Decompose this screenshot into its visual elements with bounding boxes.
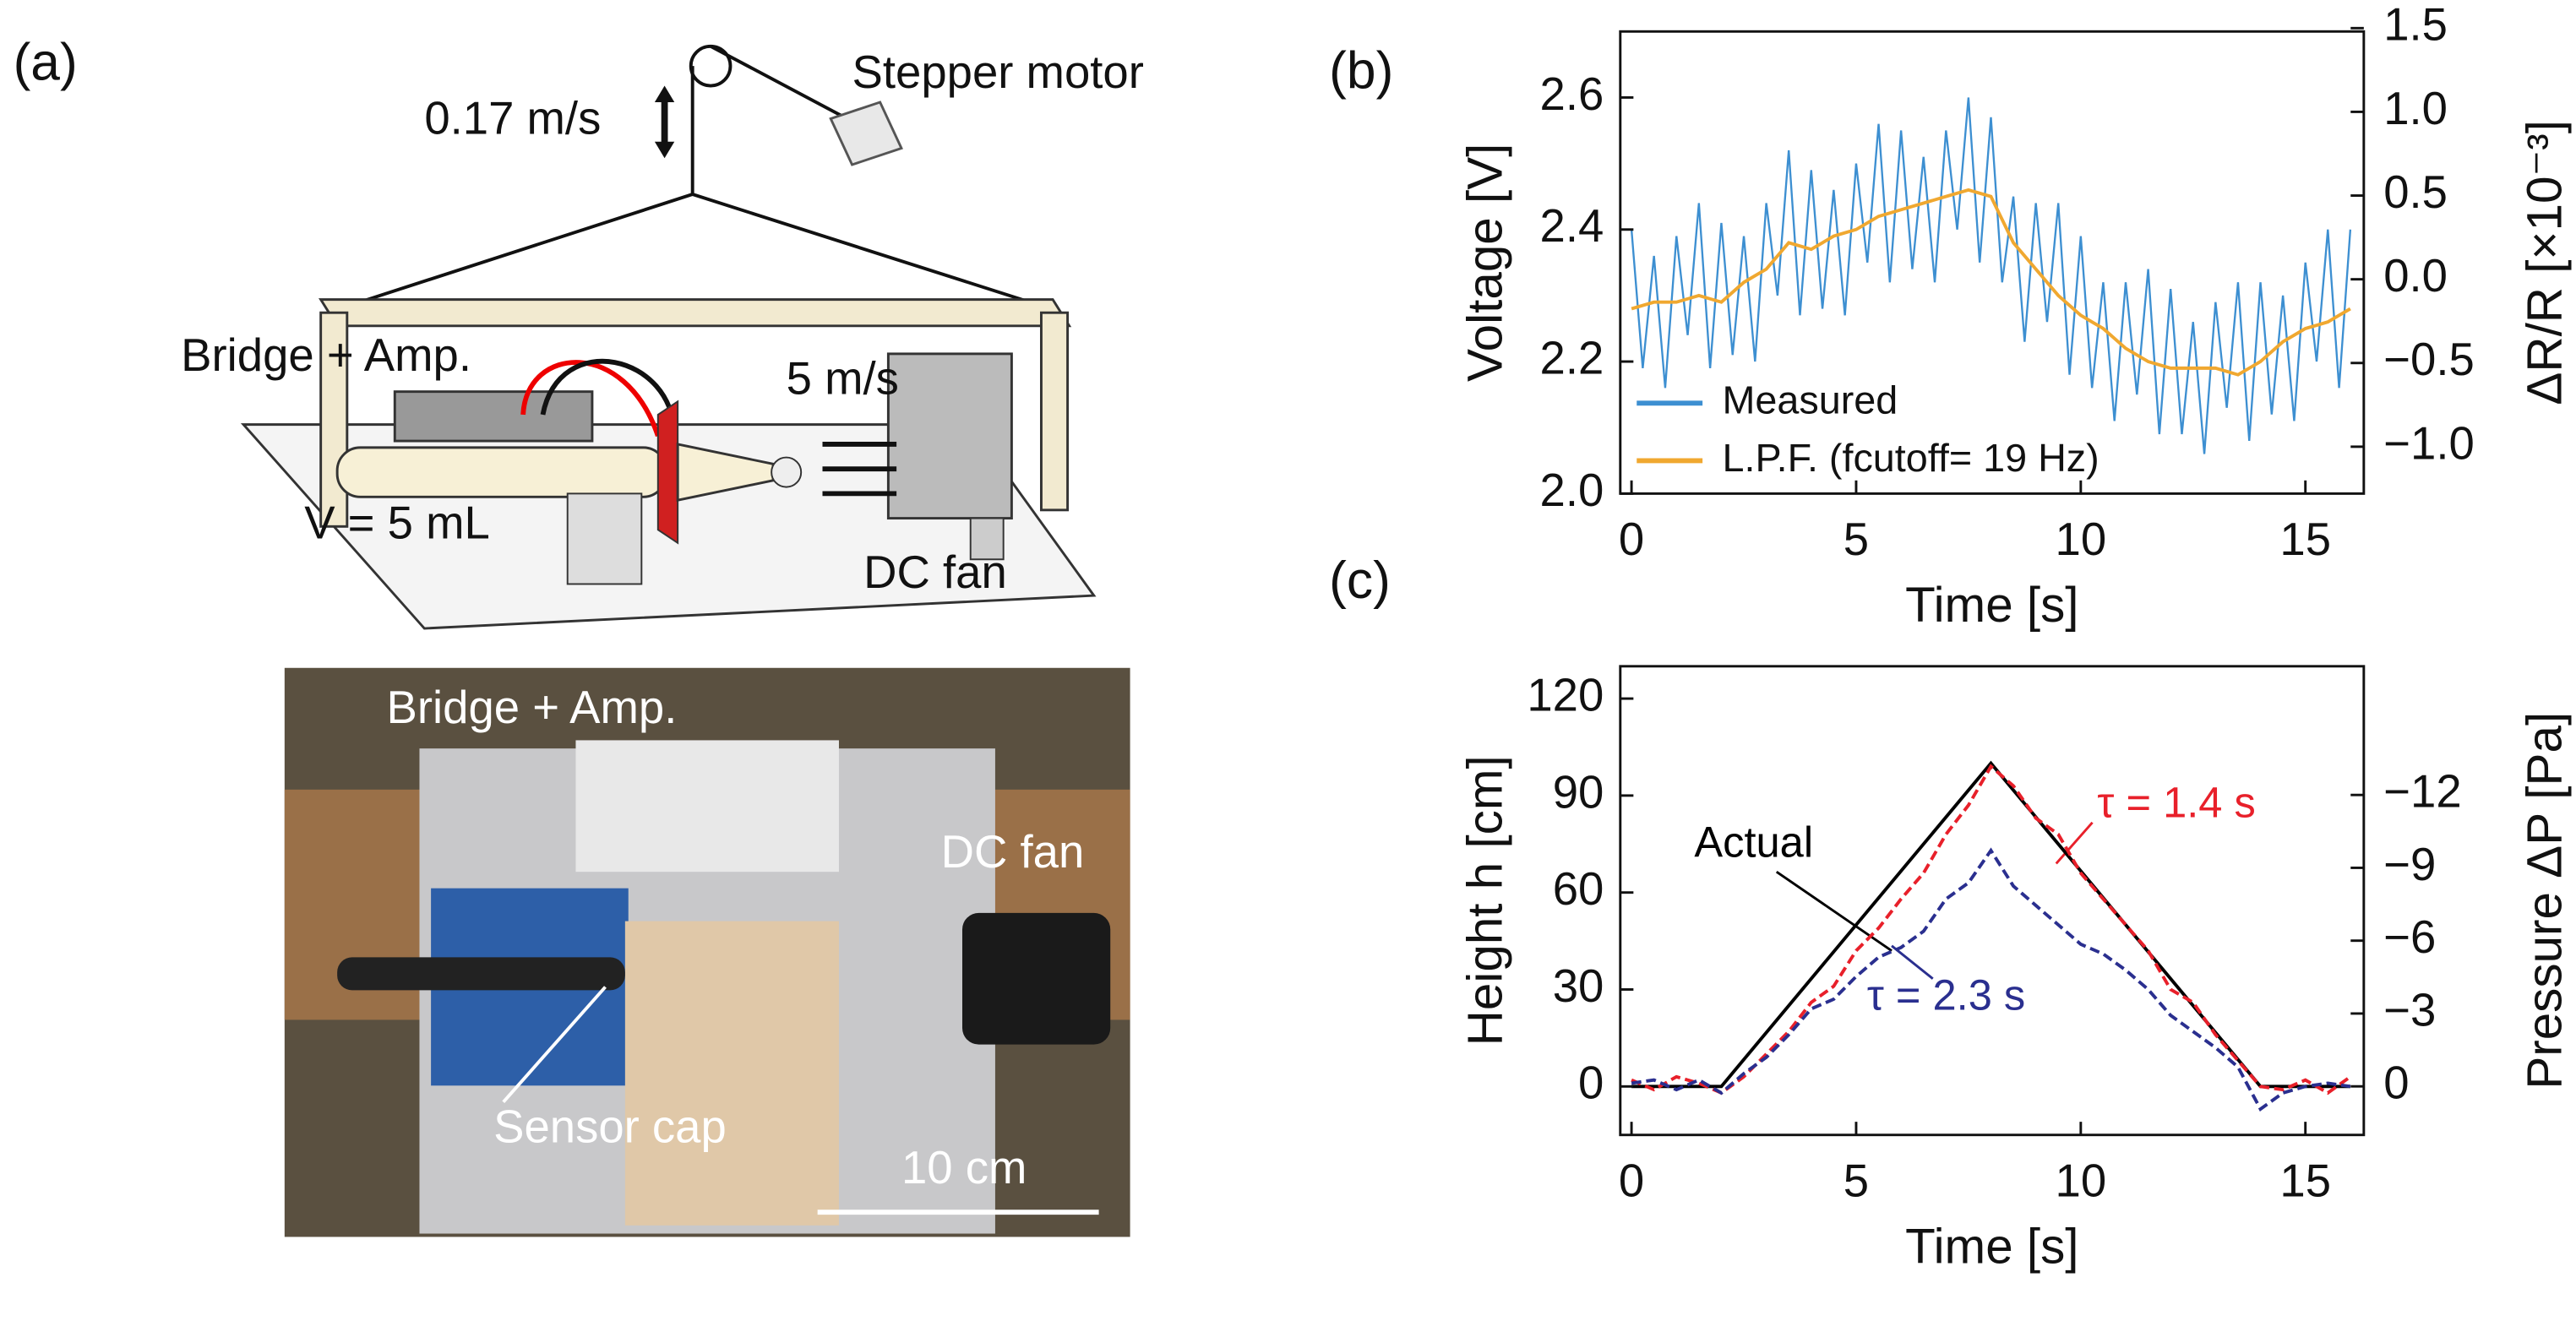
motor <box>829 101 903 166</box>
frame <box>1039 311 1070 512</box>
y-tick-label: 2.6 <box>1540 68 1604 120</box>
volume-label: V = 5 mL <box>304 497 490 549</box>
x-axis-label: Time [s] <box>1905 1219 2078 1274</box>
y-tick-label: 60 <box>1553 863 1604 915</box>
y-axis-label: Height h [cm] <box>1457 755 1512 1046</box>
board <box>575 740 839 873</box>
sensor-cap <box>771 456 803 488</box>
y2-tick-label: −12 <box>2383 766 2461 818</box>
scale-label: 10 cm <box>901 1142 1027 1193</box>
y-tick-label: 2.0 <box>1540 465 1604 516</box>
arrow <box>654 141 675 159</box>
y-tick-label: 2.2 <box>1540 332 1604 383</box>
plot-area <box>1631 760 2352 1112</box>
disc <box>656 400 679 545</box>
fan-label: DC fan <box>863 546 1007 598</box>
y2-tick-label: 1.0 <box>2383 83 2448 134</box>
wire <box>520 360 661 438</box>
setup-photo: Bridge + Amp. DC fan Sensor cap 10 cm <box>284 667 1130 1237</box>
x-tick-label: 0 <box>1619 1155 1644 1207</box>
y-tick-label: 0 <box>1578 1057 1604 1109</box>
string <box>336 193 694 312</box>
plot-area <box>1630 97 2352 454</box>
y2-tick-label: −3 <box>2383 984 2436 1036</box>
fan <box>886 352 1013 520</box>
x-tick-label: 5 <box>1844 1155 1869 1207</box>
plot-frame <box>1619 30 2366 495</box>
frame <box>319 298 1072 328</box>
photo-cap-label: Sensor cap <box>493 1101 727 1152</box>
plot-frame <box>1619 665 2366 1137</box>
y-tick-label: 30 <box>1553 960 1604 1012</box>
y2-tick-label: −6 <box>2383 911 2436 963</box>
y-tick-label: 120 <box>1527 669 1604 720</box>
series-annotation: Actual <box>1694 818 1813 866</box>
series-line <box>1631 188 2351 377</box>
bridge-label: Bridge + Amp. <box>181 329 471 381</box>
annotation-leaders <box>1775 821 2094 980</box>
leader-line <box>502 986 607 1104</box>
motor-label: Stepper motor <box>852 46 1144 98</box>
y2-tick-label: 0.0 <box>2383 250 2448 302</box>
stand <box>566 492 643 585</box>
cap-panel <box>624 921 839 1226</box>
x-tick-label: 5 <box>1844 514 1869 565</box>
y2-tick-label: −0.5 <box>2383 334 2475 385</box>
wind-arrows <box>822 442 897 497</box>
y-tick-label: 2.4 <box>1540 200 1604 252</box>
x-tick-label: 15 <box>2279 514 2331 565</box>
bridge-box <box>393 390 594 443</box>
y2-tick-label: 0.5 <box>2383 166 2448 218</box>
panel-label: (a) <box>14 34 78 92</box>
y2-tick-label: 1.5 <box>2383 0 2448 51</box>
photo-fan <box>961 912 1111 1045</box>
panel-label: (b) <box>1329 41 1393 100</box>
photo-bridge-label: Bridge + Amp. <box>387 682 678 733</box>
y2-axis-label: ΔR/R [×10⁻³] <box>2517 120 2572 405</box>
series-line <box>1631 847 2351 1112</box>
y2-axis-label: Pressure ΔP [Pa] <box>2517 712 2572 1090</box>
y2-tick-label: −9 <box>2383 839 2436 890</box>
wind-label: 5 m/s <box>787 352 899 404</box>
tube <box>335 446 667 498</box>
x-tick-label: 15 <box>2279 1155 2331 1207</box>
speed-label: 0.17 m/s <box>424 93 601 144</box>
photo-fan-label: DC fan <box>941 826 1085 878</box>
legend-label: L.P.F. (fcutoff= 19 Hz) <box>1723 436 2099 480</box>
x-tick-label: 0 <box>1619 514 1644 565</box>
x-tick-label: 10 <box>2056 514 2107 565</box>
series-annotation: τ = 2.3 s <box>1867 970 2025 1019</box>
y-tick-label: 90 <box>1553 766 1604 818</box>
y2-tick-label: 0 <box>2383 1057 2409 1109</box>
series-annotation: τ = 1.4 s <box>2097 779 2255 827</box>
y2-tick-label: −1.0 <box>2383 417 2475 469</box>
frame <box>319 311 349 528</box>
x-tick-label: 10 <box>2056 1155 2107 1207</box>
panel-label: (c) <box>1329 552 1391 610</box>
series-line <box>1630 97 2352 454</box>
sensor-tube <box>337 957 625 991</box>
fan-stand <box>969 517 1005 561</box>
y-axis-label: Voltage [V] <box>1457 144 1512 382</box>
setup-diagram: (a) 0.17 m/s Stepper motor Bridge + Amp.… <box>14 34 1144 630</box>
x-axis-label: Time [s] <box>1905 578 2078 633</box>
string <box>692 193 1054 312</box>
legend-label: Measured <box>1723 378 1898 422</box>
arrow <box>654 85 675 102</box>
